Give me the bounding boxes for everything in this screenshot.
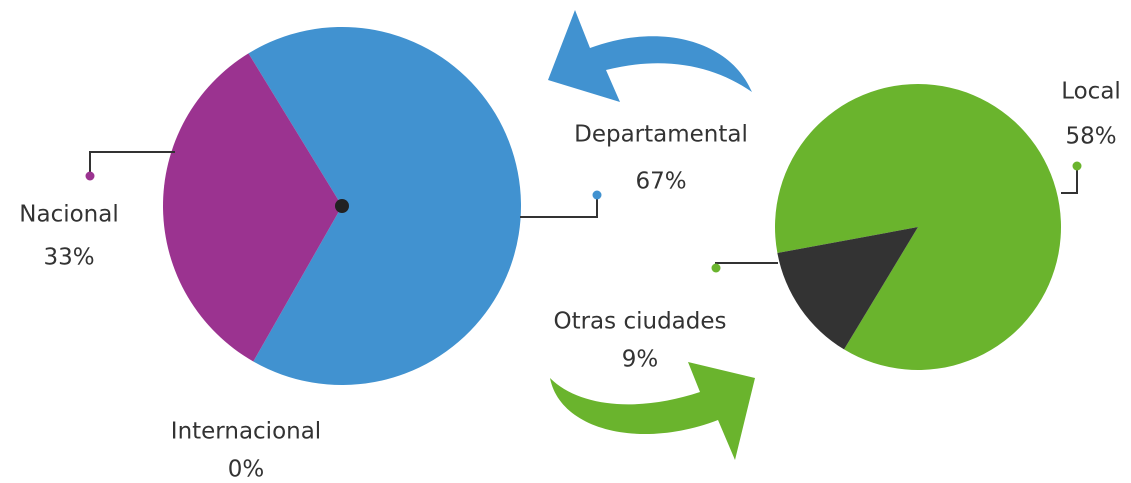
slice-value: 58% bbox=[1065, 124, 1116, 150]
pie-slice bbox=[248, 27, 521, 385]
blue-arrow bbox=[548, 10, 752, 102]
pie-center bbox=[335, 199, 349, 213]
leader-line bbox=[89, 151, 175, 176]
pie-slice bbox=[775, 84, 1061, 371]
leader-line bbox=[1061, 166, 1078, 194]
leader-dot bbox=[711, 263, 721, 273]
slice-label: Departamental bbox=[574, 122, 748, 148]
slice-value: 33% bbox=[43, 245, 94, 271]
pie-slice bbox=[248, 53, 342, 206]
leader-dot bbox=[592, 190, 602, 200]
slice-label: Otras ciudades bbox=[553, 309, 726, 335]
leader-line bbox=[520, 195, 598, 218]
slice-label: Internacional bbox=[171, 419, 321, 445]
slice-value: 67% bbox=[635, 169, 686, 195]
slice-label: Nacional bbox=[19, 202, 118, 228]
slice-value: 0% bbox=[228, 457, 265, 483]
green-arrow bbox=[550, 362, 755, 460]
leader-line bbox=[715, 262, 778, 268]
leader-dot bbox=[85, 171, 95, 181]
pie-slice bbox=[777, 227, 918, 350]
leader-dot bbox=[1072, 161, 1082, 171]
slice-value: 9% bbox=[622, 347, 659, 373]
slice-label: Local bbox=[1061, 79, 1121, 105]
pie-slice bbox=[163, 53, 342, 362]
